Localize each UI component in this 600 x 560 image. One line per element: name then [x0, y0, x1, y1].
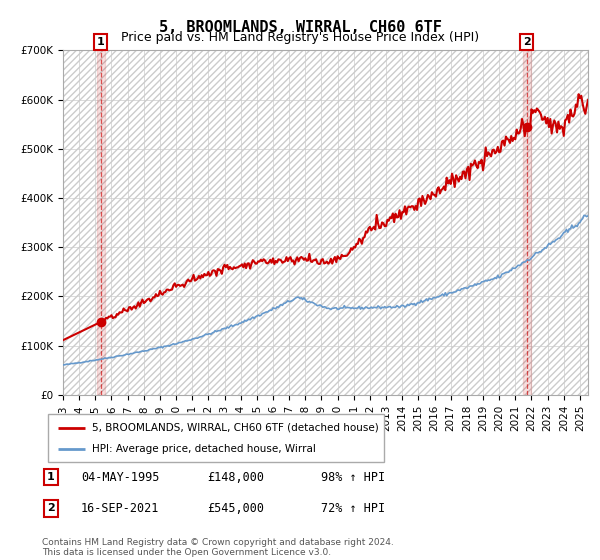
- Text: 2: 2: [523, 37, 530, 47]
- FancyBboxPatch shape: [48, 414, 384, 462]
- Text: 1: 1: [47, 472, 55, 482]
- Text: £545,000: £545,000: [207, 502, 264, 515]
- Text: Price paid vs. HM Land Registry's House Price Index (HPI): Price paid vs. HM Land Registry's House …: [121, 31, 479, 44]
- Bar: [523, 50, 531, 395]
- Text: 04-MAY-1995: 04-MAY-1995: [81, 470, 160, 484]
- Text: 72% ↑ HPI: 72% ↑ HPI: [321, 502, 385, 515]
- Text: 2: 2: [47, 503, 55, 514]
- Text: 1: 1: [97, 37, 104, 47]
- Text: 5, BROOMLANDS, WIRRAL, CH60 6TF (detached house): 5, BROOMLANDS, WIRRAL, CH60 6TF (detache…: [92, 423, 379, 433]
- Text: 16-SEP-2021: 16-SEP-2021: [81, 502, 160, 515]
- Text: 5, BROOMLANDS, WIRRAL, CH60 6TF: 5, BROOMLANDS, WIRRAL, CH60 6TF: [158, 20, 442, 35]
- Bar: [97, 50, 105, 395]
- Text: £148,000: £148,000: [207, 470, 264, 484]
- Text: 98% ↑ HPI: 98% ↑ HPI: [321, 470, 385, 484]
- Text: HPI: Average price, detached house, Wirral: HPI: Average price, detached house, Wirr…: [92, 444, 316, 454]
- Text: Contains HM Land Registry data © Crown copyright and database right 2024.
This d: Contains HM Land Registry data © Crown c…: [42, 538, 394, 557]
